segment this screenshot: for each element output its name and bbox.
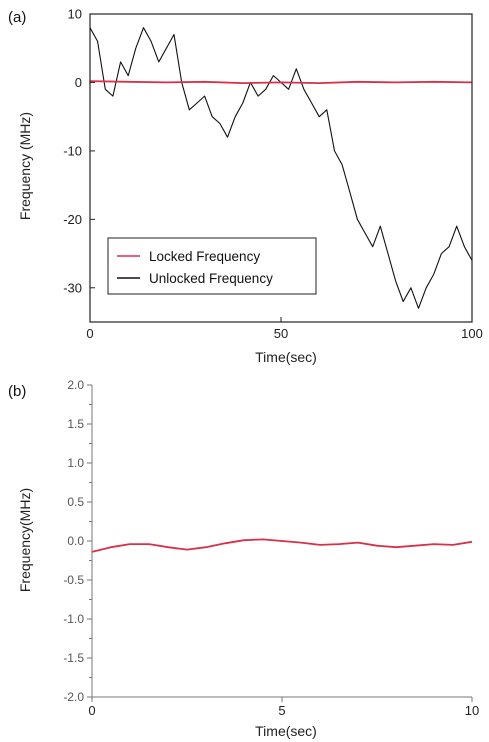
panel-b-y-axis-label: Frequency(MHz) — [17, 488, 33, 592]
panel-a-y-tick-label: 0 — [75, 75, 82, 90]
panel-a-y-tick-label: -10 — [63, 143, 82, 158]
panel-b-x-tick-label: 10 — [465, 703, 479, 718]
panel-b-label: (b) — [8, 383, 26, 400]
legend-locked-label: Locked Frequency — [149, 249, 260, 264]
panel-b-ticks: 0 5 10 2.0 1.5 1.0 0.5 0.0 -0.5 -1.0 -1.5 -2.0 — [63, 378, 479, 718]
locked-frequency-line — [89, 80, 473, 84]
legend-box — [107, 237, 317, 295]
legend-unlocked-label: Unlocked Frequency — [149, 271, 273, 286]
panel-b-series — [91, 538, 473, 553]
legend: Locked Frequency Unlocked Frequency — [107, 237, 317, 295]
panel-a-y-tick-label: -20 — [63, 212, 82, 227]
panel-a-chart: (a) Frequency (MHz) Time(sec) 0 50 100100-… — [8, 7, 483, 366]
panel-a-x-axis-label: Time(sec) — [255, 349, 317, 365]
panel-b-x-tick-label: 0 — [88, 703, 95, 718]
panel-a-y-axis-label: Frequency (MHz) — [17, 112, 33, 220]
locked-frequency-line-b — [91, 538, 473, 553]
panel-b-y-tick-label: 1.0 — [67, 456, 84, 470]
panel-b-y-tick-label: -1.5 — [63, 651, 84, 665]
panel-a-series — [89, 27, 473, 309]
panel-b-y-tick-label: 2.0 — [67, 378, 84, 392]
panel-b-x-axis-label: Time(sec) — [255, 723, 317, 739]
panel-a-y-tick-label: -30 — [63, 280, 82, 295]
panel-a-plot-frame — [89, 13, 473, 323]
panel-a-y-tick-label: 10 — [68, 7, 82, 22]
panel-b-y-tick-label: 0.5 — [67, 495, 84, 509]
panel-a-x-tick-label: 50 — [274, 326, 288, 341]
panel-a-x-tick-label: 0 — [86, 326, 93, 341]
panel-b-y-tick-label: 0.0 — [67, 534, 84, 548]
panel-b-y-tick-label: -0.5 — [63, 573, 84, 587]
panel-b-chart: (b) Frequency(MHz) Time(sec) 0 5 10 2.0 1.5 1… — [8, 378, 479, 739]
panel-b-y-tick-label: -1.0 — [63, 612, 84, 626]
panel-b-y-tick-label: -2.0 — [63, 690, 84, 704]
panel-a-label: (a) — [8, 9, 26, 26]
panel-b-y-tick-label: 1.5 — [67, 417, 84, 431]
panel-a-x-tick-label: 100 — [461, 326, 483, 341]
panel-b-x-tick-label: 5 — [278, 703, 285, 718]
